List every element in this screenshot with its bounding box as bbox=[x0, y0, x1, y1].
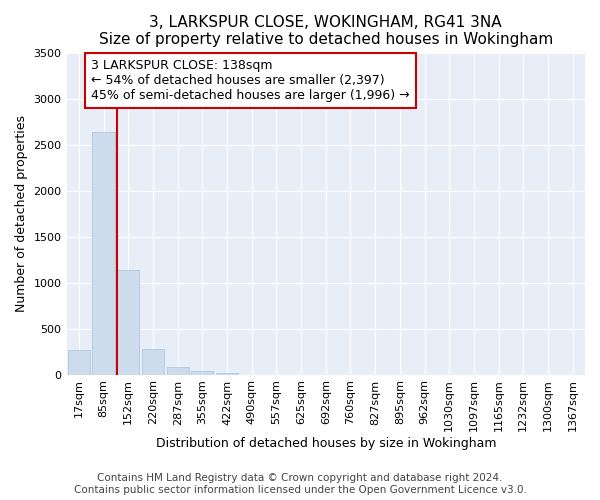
Bar bbox=[68, 350, 90, 374]
Bar bbox=[117, 270, 139, 374]
Bar bbox=[92, 132, 115, 374]
Title: 3, LARKSPUR CLOSE, WOKINGHAM, RG41 3NA
Size of property relative to detached hou: 3, LARKSPUR CLOSE, WOKINGHAM, RG41 3NA S… bbox=[98, 15, 553, 48]
Y-axis label: Number of detached properties: Number of detached properties bbox=[15, 115, 28, 312]
Bar bbox=[142, 349, 164, 374]
Bar bbox=[191, 371, 214, 374]
Bar bbox=[167, 367, 189, 374]
X-axis label: Distribution of detached houses by size in Wokingham: Distribution of detached houses by size … bbox=[155, 437, 496, 450]
Text: 3 LARKSPUR CLOSE: 138sqm
← 54% of detached houses are smaller (2,397)
45% of sem: 3 LARKSPUR CLOSE: 138sqm ← 54% of detach… bbox=[91, 59, 410, 102]
Bar bbox=[216, 372, 238, 374]
Text: Contains HM Land Registry data © Crown copyright and database right 2024.
Contai: Contains HM Land Registry data © Crown c… bbox=[74, 474, 526, 495]
